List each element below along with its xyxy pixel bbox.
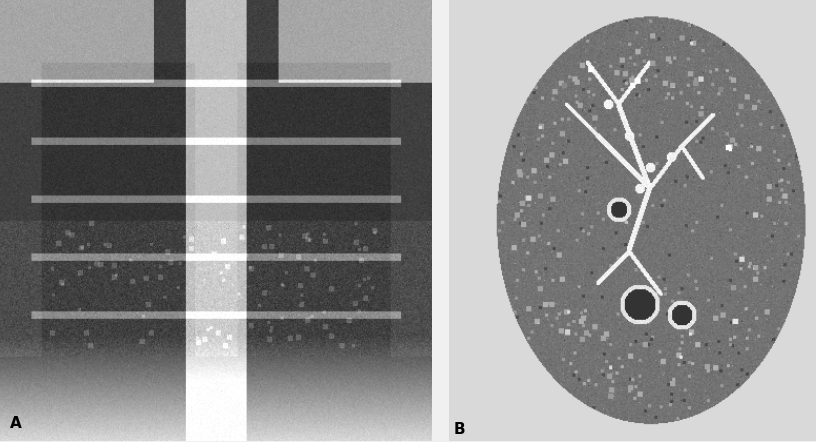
Text: B: B (454, 422, 466, 437)
Text: A: A (11, 416, 22, 431)
